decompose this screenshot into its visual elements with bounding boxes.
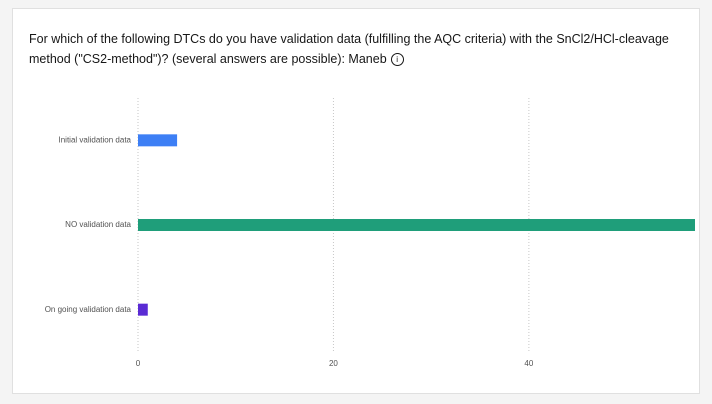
y-tick-label: NO validation data bbox=[65, 220, 131, 229]
x-tick-label: 40 bbox=[524, 359, 533, 368]
x-tick-label: 20 bbox=[329, 359, 338, 368]
info-icon[interactable]: i bbox=[390, 53, 404, 67]
chart-card: For which of the following DTCs do you h… bbox=[12, 8, 700, 394]
chart-title-block: For which of the following DTCs do you h… bbox=[29, 29, 689, 69]
bar bbox=[138, 219, 695, 231]
y-tick-label: Initial validation data bbox=[59, 135, 132, 144]
x-tick-label: 0 bbox=[136, 359, 141, 368]
bar bbox=[138, 303, 148, 316]
y-tick-label: On going validation data bbox=[45, 305, 132, 314]
bar bbox=[138, 134, 178, 147]
chart-title: For which of the following DTCs do you h… bbox=[29, 32, 669, 66]
